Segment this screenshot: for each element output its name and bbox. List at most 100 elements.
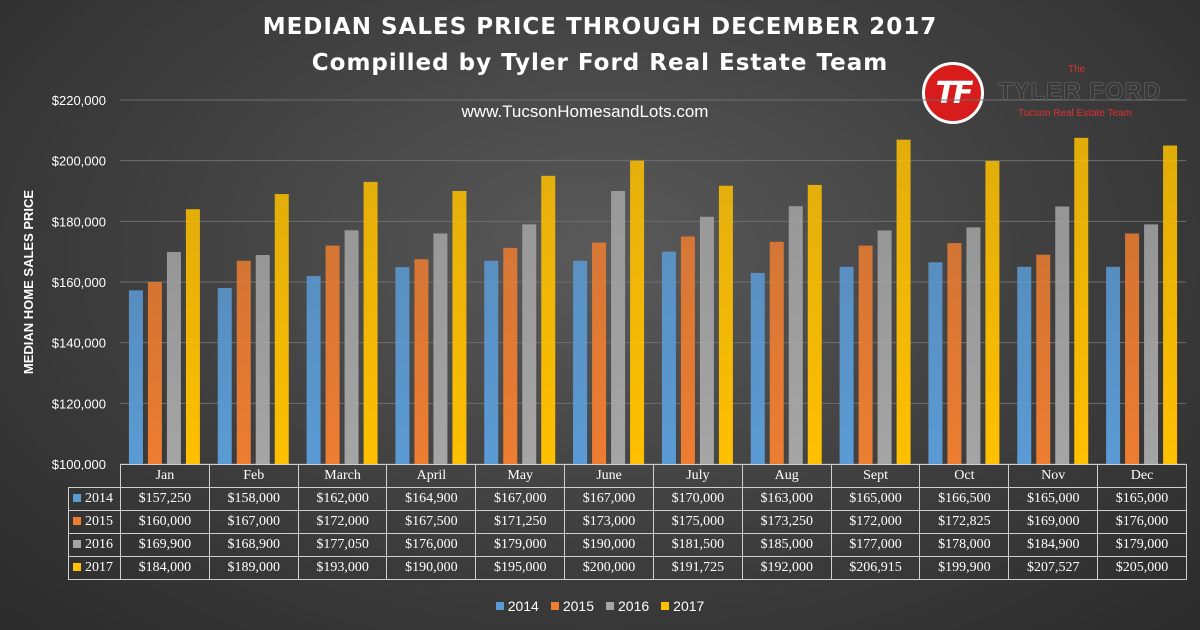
y-axis-title: MEDIAN HOME SALES PRICE [21, 190, 36, 375]
table-cell: $199,900 [919, 556, 1010, 580]
table-category-header: Feb [208, 464, 299, 488]
table-series-label: 2015 [68, 510, 121, 534]
table-cell: $167,000 [475, 487, 566, 511]
y-axis-labels: $100,000$120,000$140,000$160,000$180,000… [52, 93, 106, 470]
bar-2017-june [630, 160, 645, 464]
bar-2017-dec [1163, 145, 1178, 464]
table-cell: $177,050 [297, 533, 388, 557]
bar-2017-sept [896, 139, 911, 464]
y-tick-label: $120,000 [52, 396, 106, 411]
bar-chart: $100,000$120,000$140,000$160,000$180,000… [21, 93, 1186, 470]
table-cell: $173,250 [741, 510, 832, 534]
y-tick-label: $140,000 [52, 336, 106, 351]
bar-2015-july [680, 236, 695, 464]
table-cell: $179,000 [1097, 533, 1187, 557]
table-cell: $193,000 [297, 556, 388, 580]
table-cell: $207,527 [1008, 556, 1099, 580]
bar-2017-march [363, 181, 378, 464]
gridlines [120, 99, 1186, 465]
table-cell: $162,000 [297, 487, 388, 511]
bar-2016-oct [966, 227, 981, 464]
table-cell: $190,000 [386, 556, 477, 580]
table-cell: $176,000 [1097, 510, 1187, 534]
table-cell: $173,000 [564, 510, 654, 534]
data-table: Jan Feb March April May June July Aug Sept Oct Nov… [68, 464, 1187, 580]
bars [128, 137, 1178, 465]
table-category-header: Aug [741, 464, 832, 488]
bar-2016-may [522, 224, 537, 464]
table-cell: $167,000 [208, 510, 299, 534]
legend-swatch [73, 494, 81, 502]
table-category-header: July [652, 464, 743, 488]
table-row: 2016 $169,900 $168,900 $177,050 $176,000 $179… [68, 533, 1187, 557]
legend-swatch [73, 563, 81, 571]
bar-2014-march [306, 275, 321, 464]
table-category-header: March [297, 464, 388, 488]
series-name: 2015 [85, 514, 113, 529]
y-tick-label: $160,000 [52, 275, 106, 290]
bar-2016-dec [1144, 224, 1159, 464]
table-series-label: 2014 [68, 487, 121, 511]
legend-swatch [550, 602, 559, 610]
bar-2016-july [699, 216, 714, 464]
table-cell: $166,500 [919, 487, 1010, 511]
bar-2017-may [541, 175, 556, 465]
table-cell: $163,000 [741, 487, 832, 511]
table-cell: $205,000 [1097, 556, 1187, 580]
website-link[interactable]: www.TucsonHomesandLots.com [461, 102, 709, 121]
table-category-header: June [564, 464, 654, 488]
bar-2015-oct [947, 243, 962, 464]
legend-swatch [495, 602, 504, 610]
logo-tagline: Tucson Real Estate Team [1018, 108, 1132, 119]
bar-2015-june [592, 242, 607, 464]
bar-2014-may [484, 260, 499, 464]
bar-2015-sept [858, 245, 873, 464]
bar-2017-jan [185, 209, 200, 464]
table-category-header: May [475, 464, 566, 488]
bar-2016-jan [166, 251, 181, 464]
table-cell: $172,000 [830, 510, 921, 534]
table-series-label: 2016 [68, 533, 121, 557]
y-tick-label: $220,000 [52, 93, 106, 108]
table-category-header: Oct [919, 464, 1010, 488]
table-cell: $165,000 [830, 487, 921, 511]
table-cell: $167,500 [386, 510, 477, 534]
table-category-header: April [386, 464, 477, 488]
logo-badge: TF [922, 62, 984, 124]
legend-item: 2016 [606, 598, 649, 614]
table-cell: $206,915 [830, 556, 921, 580]
bar-2015-may [503, 247, 518, 464]
table-cell: $192,000 [741, 556, 832, 580]
bar-2016-march [344, 230, 359, 464]
table-cell: $164,900 [386, 487, 477, 511]
bar-2014-july [661, 251, 676, 464]
bar-2016-sept [877, 230, 892, 464]
table-cell: $184,000 [120, 556, 210, 580]
table-category-header: Jan [120, 464, 210, 488]
table-corner [68, 464, 121, 488]
series-name: 2016 [85, 537, 113, 552]
table-cell: $178,000 [919, 533, 1010, 557]
table-cell: $177,000 [830, 533, 921, 557]
series-name: 2014 [85, 491, 113, 506]
table-cell: $184,900 [1008, 533, 1099, 557]
bar-2015-nov [1036, 254, 1051, 464]
table-cell: $195,000 [475, 556, 566, 580]
legend-swatch [606, 602, 614, 610]
table-category-header: Sept [830, 464, 921, 488]
bar-2014-sept [839, 266, 854, 464]
legend-item: 2014 [495, 598, 539, 614]
bar-2014-april [395, 267, 410, 464]
bar-2016-april [433, 233, 448, 464]
legend-label: 2016 [618, 598, 650, 614]
bar-2016-aug [788, 206, 803, 464]
table-cell: $190,000 [564, 533, 654, 557]
y-tick-label: $200,000 [52, 154, 106, 169]
table-row: 2015 $160,000 $167,000 $172,000 $167,500 $171… [68, 510, 1187, 534]
table-cell: $176,000 [386, 533, 477, 557]
table-cell: $158,000 [208, 487, 299, 511]
table-category-header: Nov [1008, 464, 1099, 488]
legend-item: 2015 [550, 598, 594, 614]
table-row: 2017 $184,000 $189,000 $193,000 $190,000 $195… [68, 556, 1187, 580]
table-cell: $185,000 [741, 533, 832, 557]
